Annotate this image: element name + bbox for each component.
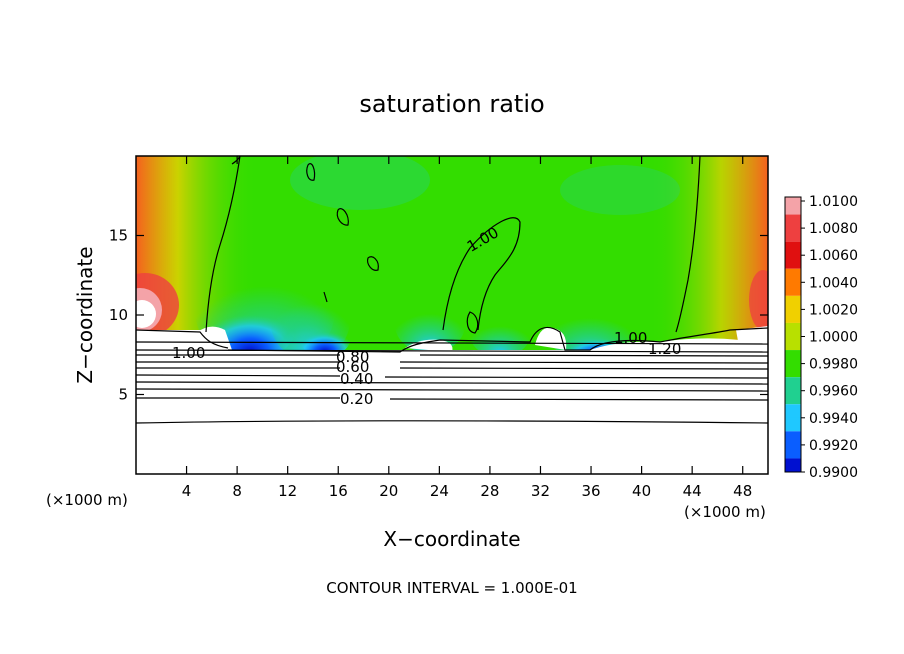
colorbar-swatch	[785, 295, 801, 310]
colorbar-swatch	[785, 417, 801, 432]
x-tick-label: 4	[182, 482, 192, 500]
heatmap-field	[136, 156, 768, 474]
y-axis-ticks: 5 10 15	[109, 227, 768, 404]
x-tick-label: 8	[232, 482, 242, 500]
contour-label: 1.00	[172, 344, 205, 362]
x-tick-label: 16	[329, 482, 348, 500]
colorbar-swatch	[785, 228, 801, 242]
x-tick-label: 48	[733, 482, 752, 500]
colorbar-label: 0.9980	[809, 357, 858, 373]
colorbar: 1.0100 1.0080 1.0060 1.0040 1.0020 1.0000 0.99…	[784, 194, 858, 481]
colorbar-swatch	[785, 322, 801, 337]
x-tick-label: 24	[430, 482, 449, 500]
colorbar-label: 0.9900	[809, 465, 858, 481]
contour-label: 0.20	[340, 390, 373, 408]
y-axis-label: Z−coordinate	[73, 246, 97, 383]
x-tick-label: 32	[531, 482, 550, 500]
colorbar-swatch	[785, 268, 801, 283]
y-tick-label: 15	[109, 227, 128, 245]
x-axis-label: X−coordinate	[383, 527, 520, 551]
contour-label: 0.60	[336, 358, 369, 376]
colorbar-swatch	[785, 404, 801, 419]
colorbar-swatch	[785, 214, 801, 229]
y-tick-label: 5	[118, 386, 128, 404]
colorbar-swatch	[785, 350, 801, 365]
x-tick-label: 36	[581, 482, 600, 500]
contour-label: 0.80	[336, 348, 369, 366]
x-axis-ticks: 4 8 12 16 20 24 28 32 36 40 44 48	[182, 156, 752, 500]
contour-interval-note: CONTOUR INTERVAL = 1.000E-01	[326, 579, 577, 597]
colorbar-label: 1.0080	[809, 221, 858, 237]
x-tick-label: 28	[480, 482, 499, 500]
colorbar-swatch	[785, 282, 801, 296]
colorbar-swatch	[785, 255, 801, 269]
contour-label: 0.40	[340, 370, 373, 388]
contour-label: 1.20	[648, 340, 681, 358]
colorbar-label: 1.0060	[809, 248, 858, 264]
x-tick-label: 44	[683, 482, 702, 500]
x-tick-label: 20	[379, 482, 398, 500]
x-tick-label: 12	[278, 482, 297, 500]
colorbar-swatch	[785, 309, 801, 323]
colorbar-swatch	[785, 458, 801, 473]
colorbar-frame	[784, 196, 802, 473]
colorbar-label: 0.9960	[809, 384, 858, 400]
y-tick-label: 10	[109, 306, 128, 324]
colorbar-label: 1.0000	[809, 330, 858, 346]
colorbar-label: 1.0100	[809, 194, 858, 210]
colorbar-label: 1.0040	[809, 275, 858, 291]
colorbar-swatch	[785, 390, 801, 405]
contour-label-group: 1.00 1.00 1.00 1.20 0.80 0.60 0.40 0.20	[172, 223, 681, 408]
colorbar-swatch	[785, 201, 801, 215]
colorbar-swatch	[785, 431, 801, 446]
colorbar-swatch	[785, 197, 801, 201]
x-unit-right: (×1000 m)	[684, 503, 766, 521]
colorbar-swatch	[785, 336, 801, 351]
contour-lines	[136, 156, 768, 424]
colorbar-swatch	[785, 444, 801, 459]
x-tick-label: 40	[632, 482, 651, 500]
colorbar-swatch	[785, 363, 801, 378]
contour-label: 1.00	[614, 329, 647, 347]
colorbar-label: 0.9920	[809, 438, 858, 454]
colorbar-label: 0.9940	[809, 411, 858, 427]
x-unit-left: (×1000 m)	[46, 491, 128, 509]
colorbar-swatch	[785, 241, 801, 256]
colorbar-label: 1.0020	[809, 302, 858, 318]
chart-title: saturation ratio	[359, 90, 544, 118]
colorbar-swatch	[785, 377, 801, 392]
